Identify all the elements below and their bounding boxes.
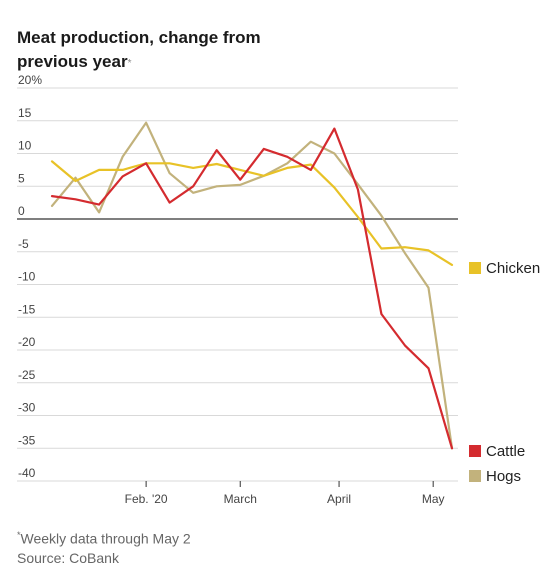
footnote-mark: *	[17, 530, 21, 540]
y-tick-label: -30	[18, 401, 36, 415]
x-axis-ticks: Feb. '20 March April May	[125, 481, 445, 506]
x-tick-label: Feb. '20	[125, 492, 168, 506]
grid-layer	[17, 87, 458, 482]
legend-swatch-chicken	[469, 262, 481, 274]
y-tick-label: -35	[18, 433, 36, 447]
y-axis-ticks: 20% 15 10 5 0 -5 -10 -15 -20 -25 -30 -35 -40	[18, 73, 42, 480]
x-tick-label: April	[327, 492, 351, 506]
footnote: *Weekly data through May 2	[17, 530, 191, 547]
y-tick-label: 20%	[18, 73, 42, 87]
y-tick-label: -10	[18, 270, 36, 284]
y-tick-label: 5	[18, 171, 25, 185]
legend-label-chicken: Chicken	[486, 260, 540, 277]
x-tick-label: May	[422, 492, 445, 506]
y-tick-label: -5	[18, 237, 29, 251]
legend-swatch-hogs	[469, 470, 481, 482]
y-tick-label: 10	[18, 139, 32, 153]
x-tick-label: March	[224, 492, 257, 506]
chart-title: Meat production, change from previous ye…	[17, 28, 261, 71]
legend-swatch-cattle	[469, 445, 481, 457]
legend-label-cattle: Cattle	[486, 443, 525, 460]
series-layer	[50, 121, 454, 450]
series-line-cattle	[50, 127, 454, 450]
legend-label-hogs: Hogs	[486, 468, 521, 485]
y-tick-label: -25	[18, 368, 36, 382]
y-tick-label: -15	[18, 302, 36, 316]
series-line-chicken	[50, 160, 454, 266]
y-tick-label: 0	[18, 204, 25, 218]
source-note: Source: CoBank	[17, 550, 119, 566]
y-tick-label: -20	[18, 335, 36, 349]
y-tick-label: 15	[18, 106, 32, 120]
legend: Chicken Cattle Hogs	[469, 260, 540, 485]
title-footnote-mark: *	[127, 58, 132, 69]
series-line-hogs	[50, 121, 454, 450]
y-tick-label: -40	[18, 466, 36, 480]
